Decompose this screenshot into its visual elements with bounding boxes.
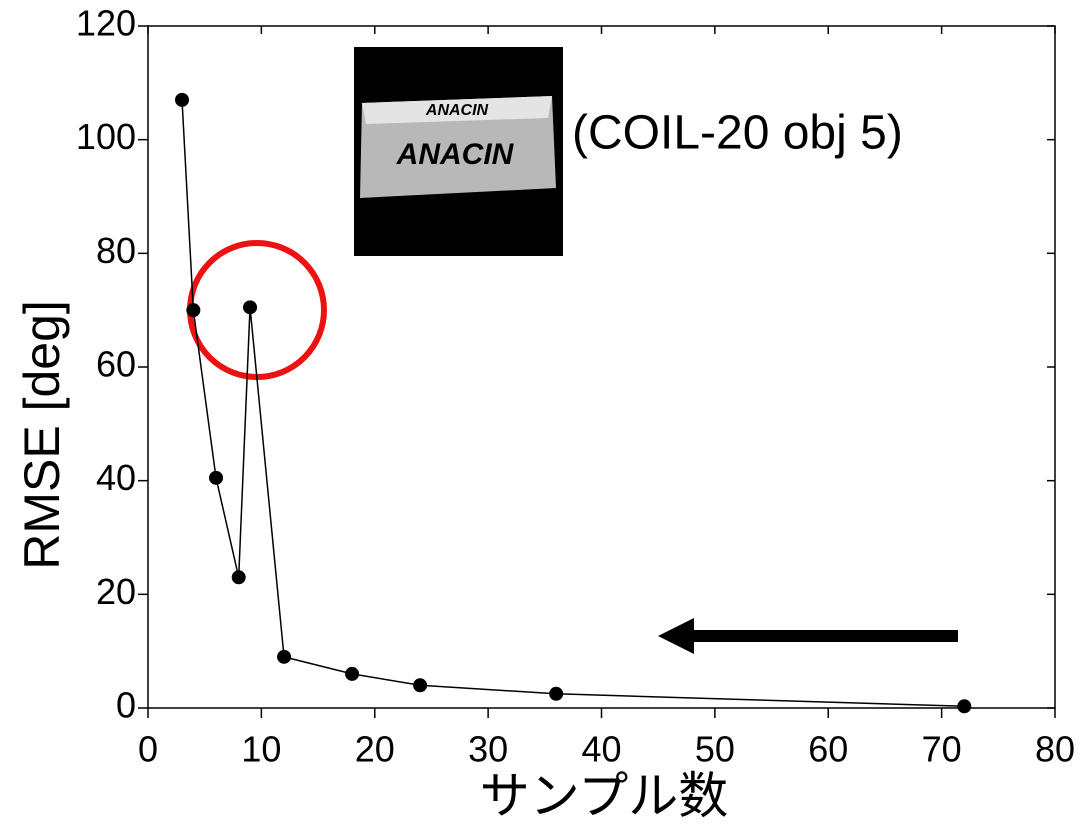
x-tick-label: 70: [922, 729, 962, 770]
arrow: [658, 618, 958, 654]
y-tick-label: 20: [96, 571, 136, 612]
inset-text: ANACIN: [396, 138, 515, 171]
x-tick-label: 10: [241, 729, 281, 770]
x-axis-label: サンプル数: [480, 768, 729, 824]
y-axis-label: RMSE [deg]: [14, 300, 70, 570]
data-point: [175, 92, 190, 107]
y-tick-label: 100: [76, 116, 136, 157]
y-tick-label: 60: [96, 344, 136, 385]
arrow-head: [658, 618, 694, 654]
data-point: [277, 649, 292, 664]
inset-text: ANACIN: [425, 102, 489, 119]
x-tick-label: 60: [808, 729, 848, 770]
y-tick-label: 0: [116, 685, 136, 726]
annotation: (COIL-20 obj 5): [572, 107, 903, 160]
x-tick-label: 40: [581, 729, 621, 770]
inset-box-top: [362, 96, 552, 124]
data-point: [231, 570, 246, 585]
y-tick-label: 120: [76, 3, 136, 44]
data-line: [181, 99, 965, 708]
x-tick-label: 80: [1035, 729, 1075, 770]
x-tick-label: 20: [355, 729, 395, 770]
y-tick-label: 80: [96, 230, 136, 271]
inset-image: ANACIN ANACIN: [354, 47, 563, 256]
x-tick-label: 50: [695, 729, 735, 770]
data-point: [243, 300, 258, 315]
data-point: [413, 678, 428, 693]
data-point: [209, 470, 224, 485]
data-point: [345, 666, 360, 681]
y-tick-label: 40: [96, 457, 136, 498]
highlight-circle: [187, 240, 327, 380]
data-point: [549, 686, 564, 701]
data-point: [957, 699, 972, 714]
x-tick-label: 0: [138, 729, 158, 770]
data-point: [186, 303, 201, 318]
x-tick-label: 30: [468, 729, 508, 770]
